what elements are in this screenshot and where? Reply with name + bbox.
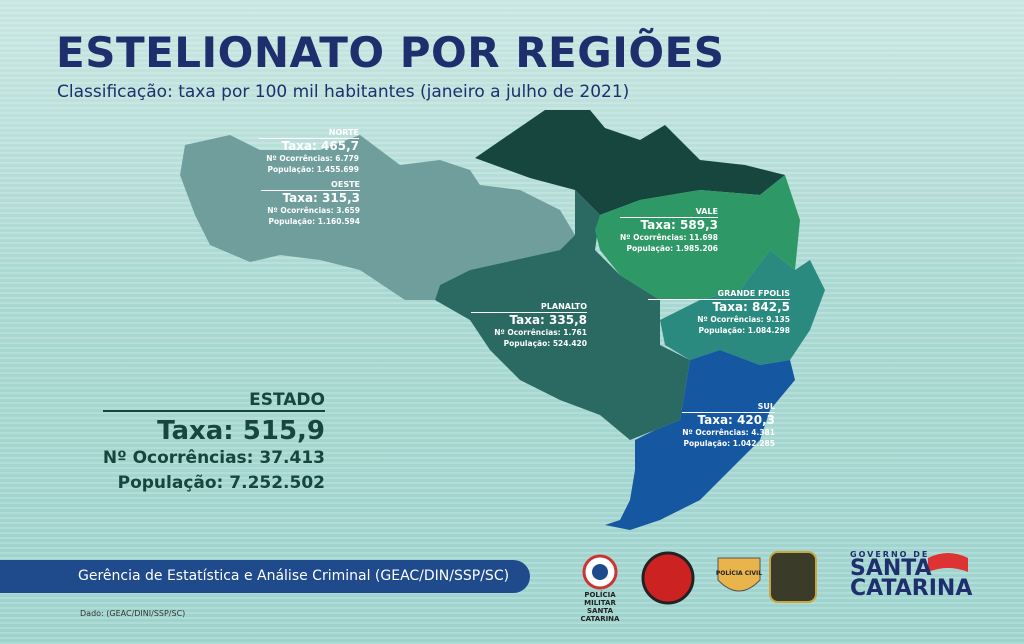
pm-line2: SANTA CATARINA [580, 607, 620, 623]
state-population: População: 7.252.502 [117, 473, 325, 493]
state-summary: ESTADO Taxa: 515,9 Nº Ocorrências: 37.41… [102, 390, 325, 496]
logo-ssp [769, 551, 817, 603]
region-planalto [435, 190, 690, 440]
region-label: SUL Taxa: 420,3 Nº Ocorrências: 4.381 Popul… [682, 402, 775, 449]
title: ESTELIONATO POR REGIÕES [56, 28, 725, 77]
region-rate: Taxa: 315,3 [282, 191, 360, 205]
logo-gov-flag [928, 553, 968, 572]
agency-bar: Gerência de Estatística e Análise Crimin… [0, 560, 530, 593]
region-name: OESTE [261, 180, 360, 191]
region-rate: Taxa: 842,5 [712, 300, 790, 314]
pm-caption: POLÍCIA MILITAR SANTA CATARINA [570, 591, 630, 623]
logo-pm-center [592, 564, 608, 580]
region-population: População: 1.160.594 [268, 217, 361, 226]
region-population: População: 524.420 [503, 339, 587, 348]
civil-caption: POLÍCIA CIVIL [715, 570, 763, 577]
gov-logo: GOVERNO DE SANTA CATARINA [850, 550, 973, 601]
region-rate: Taxa: 465,7 [281, 139, 359, 153]
pm-line1: POLÍCIA MILITAR [584, 591, 616, 607]
region-occurrences: Nº Ocorrências: 1.761 [494, 328, 587, 337]
region-vale [595, 175, 800, 300]
region-population: População: 1.455.699 [267, 165, 360, 174]
region-population: População: 1.084.298 [698, 326, 791, 335]
region-grande-fpolis [660, 250, 825, 365]
region-occurrences: Nº Ocorrências: 6.779 [266, 154, 359, 163]
state-name: ESTADO [102, 390, 325, 412]
state-occurrences: Nº Ocorrências: 37.413 [102, 448, 325, 468]
region-rate: Taxa: 589,3 [640, 218, 718, 232]
region-name: PLANALTO [470, 302, 587, 313]
region-population: População: 1.985.206 [626, 244, 719, 253]
region-rate: Taxa: 335,8 [509, 313, 587, 327]
region-name: GRANDE FPOLIS [647, 289, 790, 300]
region-norte [475, 110, 785, 215]
region-label: NORTE Taxa: 465,7 Nº Ocorrências: 6.779 Pop… [258, 128, 360, 175]
region-rate: Taxa: 420,3 [697, 413, 775, 427]
logo-civil [717, 557, 761, 592]
logo-bombeiros [641, 551, 695, 605]
region-sul [605, 350, 795, 530]
gov-small: GOVERNO DE [850, 550, 930, 559]
region-population: População: 1.042.285 [683, 439, 776, 448]
region-label: PLANALTO Taxa: 335,8 Nº Ocorrências: 1.761… [470, 302, 587, 349]
region-name: VALE [619, 207, 718, 218]
region-name: NORTE [258, 128, 359, 139]
gov-line1: SANTA [850, 556, 932, 581]
region-oeste [180, 135, 575, 300]
region-label: VALE Taxa: 589,3 Nº Ocorrências: 11.698 Pop… [619, 207, 719, 254]
region-occurrences: Nº Ocorrências: 3.659 [267, 206, 360, 215]
region-occurrences: Nº Ocorrências: 9.135 [697, 315, 790, 324]
state-rate: Taxa: 515,9 [157, 416, 325, 446]
region-name: SUL [682, 402, 775, 413]
gov-line2: CATARINA [850, 576, 973, 601]
region-label: GRANDE FPOLIS Taxa: 842,5 Nº Ocorrências: … [647, 289, 791, 336]
subtitle: Classificação: taxa por 100 mil habitant… [57, 82, 630, 102]
region-label: OESTE Taxa: 315,3 Nº Ocorrências: 3.659 Pop… [261, 180, 360, 227]
source: Dado: (GEAC/DINI/SSP/SC) [80, 609, 186, 618]
region-occurrences: Nº Ocorrências: 4.381 [682, 428, 775, 437]
region-occurrences: Nº Ocorrências: 11.698 [619, 233, 718, 242]
